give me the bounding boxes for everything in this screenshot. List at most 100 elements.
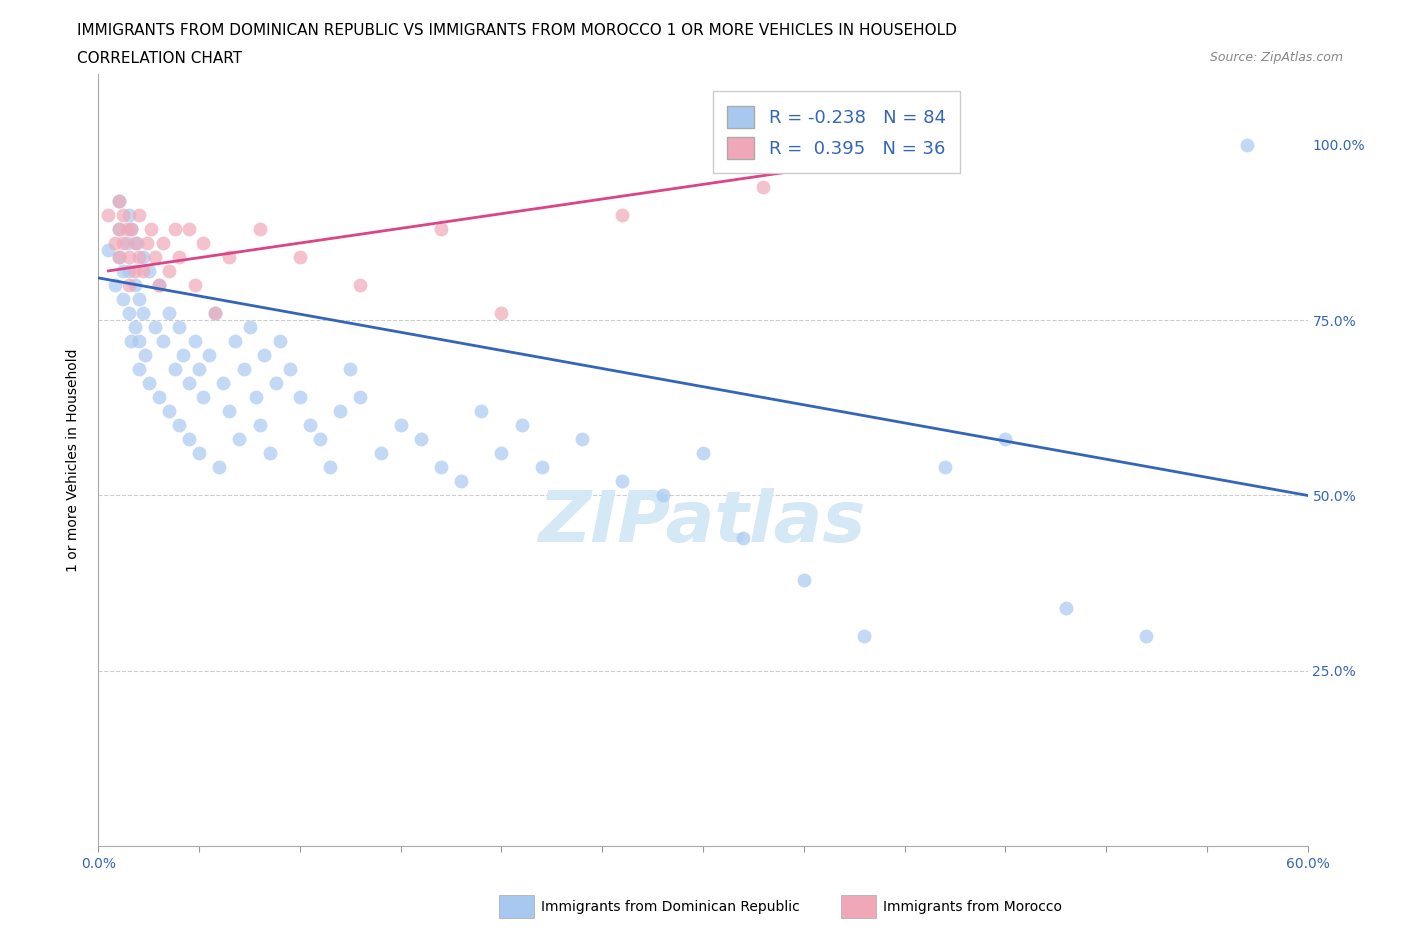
Point [934,460,956,475]
Point [994,432,1017,446]
Point [107,249,129,264]
Point [167,418,190,432]
Point [612,207,634,222]
Point [138,376,160,391]
Point [118,306,141,321]
Point [132,249,155,264]
Point [152,334,174,349]
Point [103,277,125,292]
Text: ZIPatlas: ZIPatlas [540,487,866,556]
Point [184,277,207,292]
Point [259,445,281,460]
Point [115,221,138,236]
Text: CORRELATION CHART: CORRELATION CHART [77,51,242,66]
Point [148,390,170,405]
Point [409,432,432,446]
Point [111,291,134,306]
Point [135,235,157,250]
Y-axis label: 1 or more Vehicles in Household: 1 or more Vehicles in Household [66,349,80,572]
Point [184,334,207,349]
Point [97,243,120,258]
Point [389,418,412,432]
Point [530,460,553,475]
Point [224,334,246,349]
Text: IMMIGRANTS FROM DOMINICAN REPUBLIC VS IMMIGRANTS FROM MOROCCO 1 OR MORE VEHICLES: IMMIGRANTS FROM DOMINICAN REPUBLIC VS IM… [77,23,957,38]
Point [349,277,371,292]
Point [470,404,492,418]
Point [491,306,513,321]
Text: Immigrants from Morocco: Immigrants from Morocco [883,899,1062,914]
Point [107,221,129,236]
Point [450,474,472,489]
Point [167,320,190,335]
Point [124,235,146,250]
Point [132,263,155,278]
Point [118,263,141,278]
Point [288,249,311,264]
Point [309,432,332,446]
Point [107,193,129,208]
Point [793,572,815,587]
Point [111,235,134,250]
Point [179,376,201,391]
Point [1135,629,1157,644]
Point [163,221,186,236]
Point [853,629,876,644]
Point [188,445,211,460]
Point [124,320,146,335]
Point [139,221,162,236]
Point [245,390,267,405]
Legend: R = -0.238   N = 84, R =  0.395   N = 36: R = -0.238 N = 84, R = 0.395 N = 36 [713,91,960,173]
Point [329,404,352,418]
Point [212,376,235,391]
Point [167,249,190,264]
Point [157,404,180,418]
Point [193,235,215,250]
Point [125,235,148,250]
Point [239,320,262,335]
Point [138,263,160,278]
Text: Source: ZipAtlas.com: Source: ZipAtlas.com [1209,51,1343,64]
Point [107,193,129,208]
Point [143,249,166,264]
Point [218,249,240,264]
Point [124,277,146,292]
Point [218,404,240,418]
Point [118,207,141,222]
Point [339,362,361,377]
Text: Immigrants from Dominican Republic: Immigrants from Dominican Republic [541,899,800,914]
Point [264,376,287,391]
Point [120,221,142,236]
Point [120,334,142,349]
Point [278,362,301,377]
Point [97,207,120,222]
Point [249,418,271,432]
Point [179,432,201,446]
Point [430,460,453,475]
Point [128,249,150,264]
Point [115,235,138,250]
Point [253,348,276,363]
Point [124,263,146,278]
Point [692,445,714,460]
Point [118,277,141,292]
Point [349,390,371,405]
Point [143,320,166,335]
Point [179,221,201,236]
Point [491,445,513,460]
Point [269,334,291,349]
Point [198,348,221,363]
Point [510,418,533,432]
Point [132,306,155,321]
Point [118,249,141,264]
Point [1054,600,1077,615]
Point [107,221,129,236]
Point [111,263,134,278]
Point [232,362,254,377]
Point [148,277,170,292]
Point [111,207,134,222]
Point [612,474,634,489]
Point [733,530,755,545]
Point [134,348,156,363]
Point [319,460,342,475]
